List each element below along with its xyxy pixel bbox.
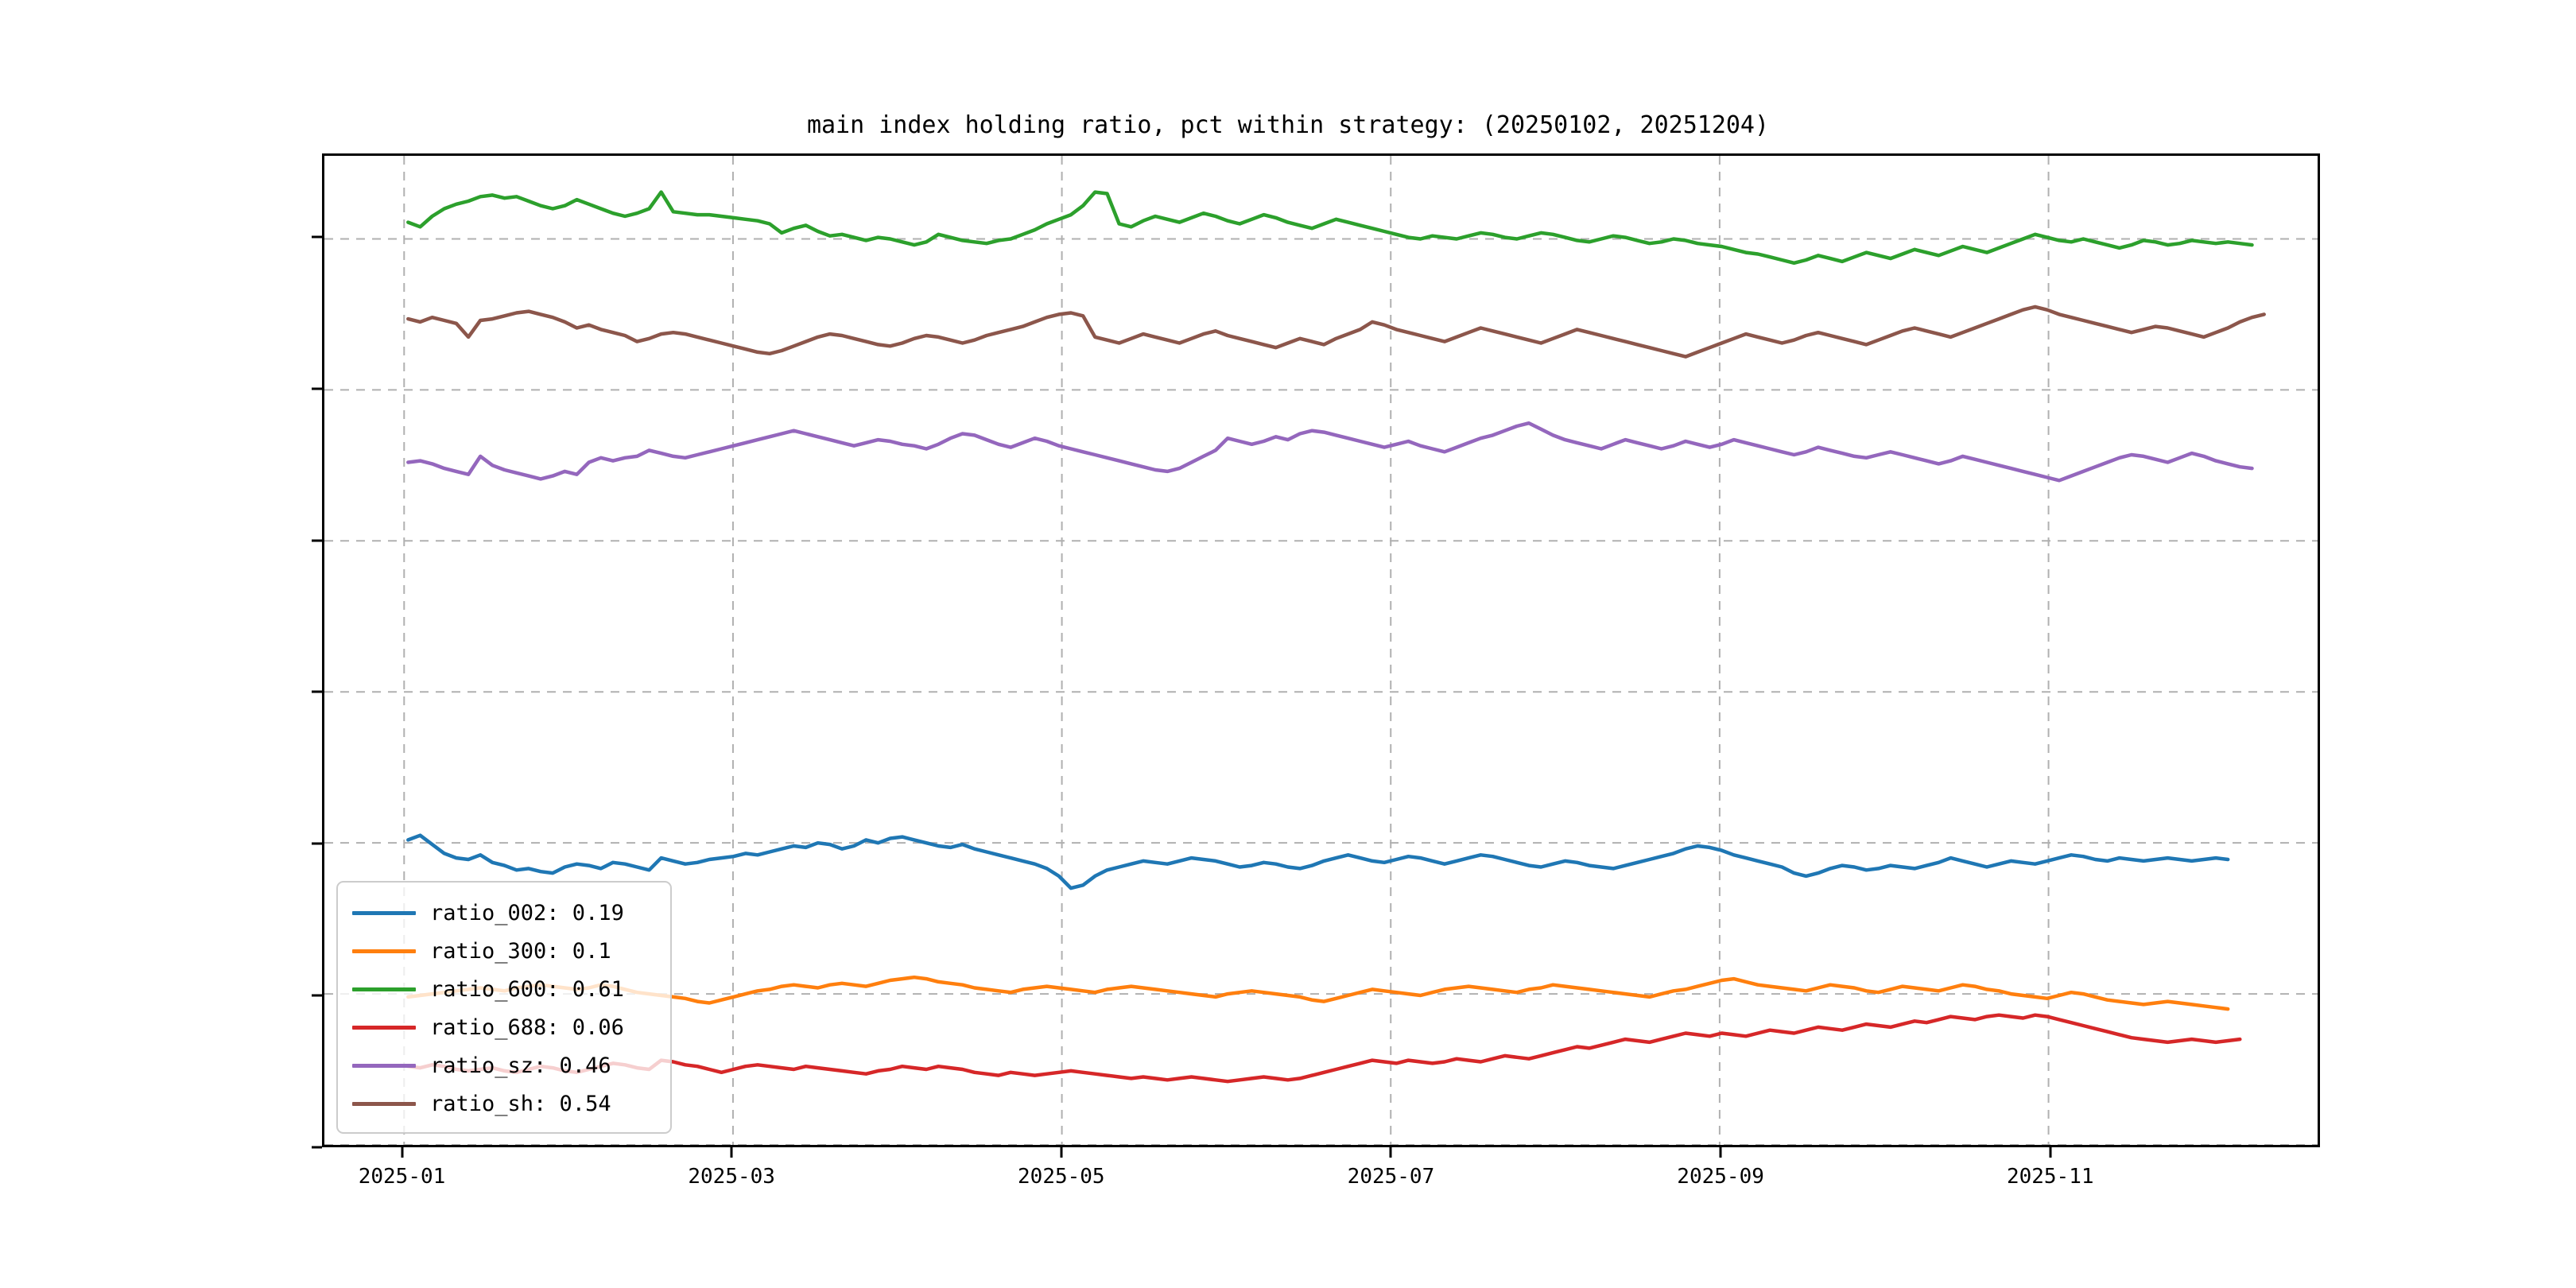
x-tick-mark bbox=[730, 1147, 733, 1158]
y-tick-mark bbox=[312, 842, 322, 845]
page-title: main index holding ratio, pct within str… bbox=[806, 111, 1770, 139]
series-line-ratio_300 bbox=[406, 975, 2230, 1011]
series-line-ratio_600 bbox=[406, 190, 2254, 266]
legend-item-ratio_002[interactable]: ratio_002: 0.19 bbox=[352, 894, 656, 932]
x-tick-mark bbox=[1060, 1147, 1063, 1158]
x-tick-label: 2025-11 bbox=[2006, 1165, 2094, 1189]
y-tick-mark bbox=[312, 1146, 322, 1149]
series-line-ratio_sz bbox=[406, 421, 2254, 483]
x-tick-label: 2025-05 bbox=[1018, 1165, 1105, 1189]
legend-item-ratio_sh[interactable]: ratio_sh: 0.54 bbox=[352, 1084, 656, 1123]
legend-swatch-ratio_sz bbox=[352, 1063, 416, 1068]
series-line-ratio_002 bbox=[406, 833, 2230, 890]
x-tick-mark bbox=[2049, 1147, 2052, 1158]
series-line-ratio_sh bbox=[406, 305, 2266, 359]
legend-swatch-ratio_688 bbox=[352, 1025, 416, 1030]
legend-label-ratio_300: ratio_300: 0.1 bbox=[430, 938, 611, 964]
legend-item-ratio_600[interactable]: ratio_600: 0.61 bbox=[352, 970, 656, 1008]
x-tick-label: 2025-09 bbox=[1677, 1165, 1764, 1189]
plot-area bbox=[322, 153, 2320, 1147]
y-tick-mark bbox=[312, 539, 322, 542]
y-tick-mark bbox=[312, 235, 322, 239]
x-tick-mark bbox=[1389, 1147, 1392, 1158]
legend-label-ratio_600: ratio_600: 0.61 bbox=[430, 976, 624, 1002]
plot-inner bbox=[324, 156, 2318, 1145]
legend-item-ratio_sz[interactable]: ratio_sz: 0.46 bbox=[352, 1046, 656, 1084]
legend-label-ratio_002: ratio_002: 0.19 bbox=[430, 900, 624, 925]
series-line-ratio_688 bbox=[406, 1013, 2242, 1084]
series-lines bbox=[324, 156, 2318, 1145]
x-tick-label: 2025-01 bbox=[358, 1165, 446, 1189]
y-tick-mark bbox=[312, 690, 322, 693]
x-tick-label: 2025-03 bbox=[688, 1165, 775, 1189]
y-tick-mark bbox=[312, 387, 322, 390]
x-tick-mark bbox=[1719, 1147, 1722, 1158]
legend-item-ratio_300[interactable]: ratio_300: 0.1 bbox=[352, 932, 656, 970]
legend-label-ratio_sh: ratio_sh: 0.54 bbox=[430, 1091, 611, 1116]
legend-item-ratio_688[interactable]: ratio_688: 0.06 bbox=[352, 1008, 656, 1046]
legend-label-ratio_688: ratio_688: 0.06 bbox=[430, 1014, 624, 1040]
legend-swatch-ratio_300 bbox=[352, 949, 416, 953]
y-tick-mark bbox=[312, 994, 322, 997]
x-tick-mark bbox=[401, 1147, 404, 1158]
legend-label-ratio_sz: ratio_sz: 0.46 bbox=[430, 1053, 611, 1078]
legend-swatch-ratio_sh bbox=[352, 1101, 416, 1106]
x-tick-label: 2025-07 bbox=[1347, 1165, 1435, 1189]
legend[interactable]: ratio_002: 0.19 ratio_300: 0.1 ratio_600: … bbox=[336, 881, 672, 1134]
legend-swatch-ratio_002 bbox=[352, 910, 416, 915]
legend-swatch-ratio_600 bbox=[352, 987, 416, 991]
